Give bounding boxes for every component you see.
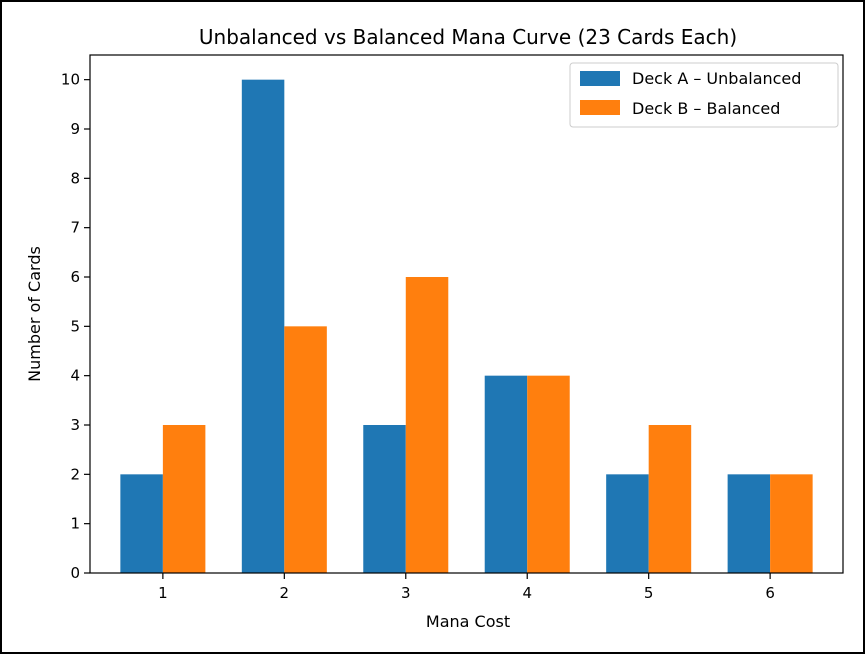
- y-tick-label: 4: [70, 367, 80, 385]
- x-tick-label: 4: [522, 584, 532, 602]
- y-tick-label: 7: [70, 219, 80, 237]
- legend-label-deck-a: Deck A – Unbalanced: [632, 69, 801, 88]
- y-tick-label: 3: [70, 416, 80, 434]
- x-tick-label: 6: [765, 584, 775, 602]
- y-tick-label: 1: [70, 515, 80, 533]
- x-axis-ticks: 1 2 3 4 5 6: [158, 573, 775, 602]
- bar-deck-b-6: [770, 474, 813, 573]
- chart-title: Unbalanced vs Balanced Mana Curve (23 Ca…: [199, 25, 737, 49]
- bar-deck-a-2: [241, 79, 285, 574]
- bar-deck-a-4: [484, 375, 528, 573]
- y-tick-label: 5: [70, 317, 80, 335]
- bar-deck-a-3: [363, 425, 406, 573]
- bar-deck-b-3: [405, 277, 449, 573]
- plot-frame: [89, 54, 844, 574]
- x-tick-label: 1: [158, 584, 168, 602]
- bar-deck-b-5: [648, 425, 692, 573]
- y-tick-label: 9: [70, 120, 80, 138]
- bar-deck-a-1: [120, 474, 163, 573]
- legend-swatch-deck-b: [580, 100, 620, 115]
- x-tick-label: 2: [280, 584, 290, 602]
- y-tick-label: 10: [61, 71, 80, 89]
- bar-deck-b-2: [284, 326, 327, 573]
- x-tick-label: 5: [644, 584, 654, 602]
- y-tick-label: 6: [70, 268, 80, 286]
- legend-label-deck-b: Deck B – Balanced: [632, 99, 780, 118]
- bar-deck-a-5: [606, 474, 649, 573]
- legend-frame: [569, 62, 839, 128]
- x-tick-label: 3: [401, 584, 411, 602]
- y-tick-label: 0: [70, 564, 80, 582]
- y-axis-label: Number of Cards: [25, 246, 44, 382]
- bar-deck-b-1: [162, 425, 206, 573]
- y-axis-ticks: 0 1 2 3 4 5 6 7 8 9 10: [61, 71, 90, 582]
- x-axis-label: Mana Cost: [426, 612, 510, 631]
- bars-group: [120, 79, 813, 574]
- y-tick-label: 2: [70, 465, 80, 483]
- bar-deck-b-4: [527, 375, 570, 573]
- bar-deck-a-6: [727, 474, 771, 573]
- legend: Deck A – Unbalanced Deck B – Balanced: [569, 62, 839, 128]
- legend-swatch-deck-a: [580, 71, 620, 86]
- y-tick-label: 8: [70, 169, 80, 187]
